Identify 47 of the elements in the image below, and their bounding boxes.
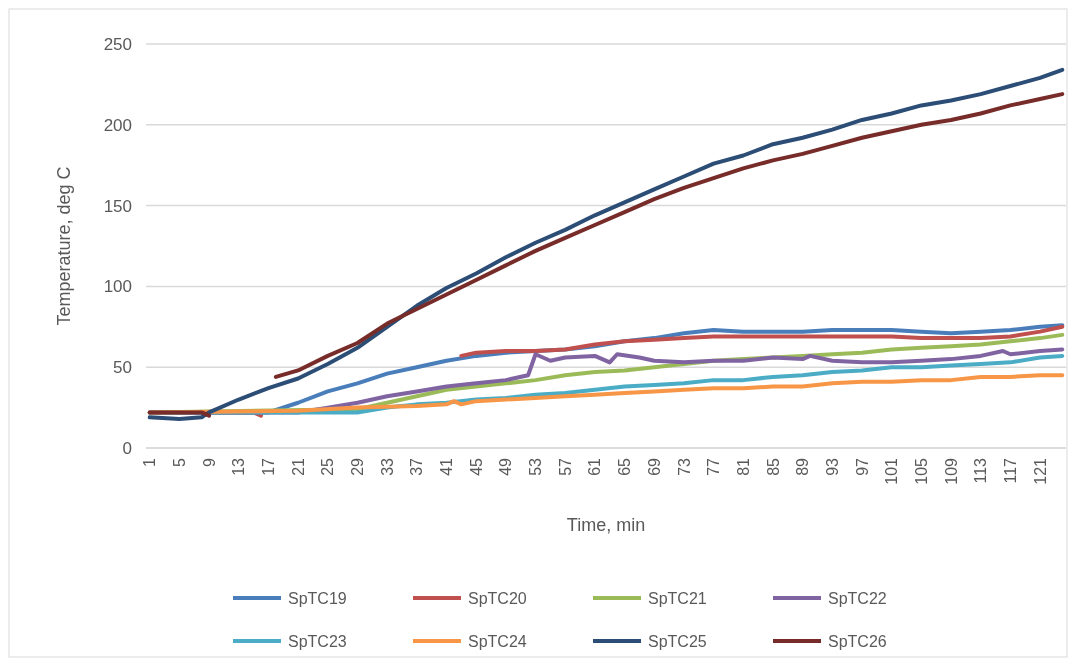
x-tick-label: 101: [883, 457, 901, 485]
y-tick-label: 100: [103, 277, 132, 297]
x-tick-label: 61: [586, 457, 604, 476]
x-tick-label: 29: [349, 457, 367, 476]
x-axis-title: Time, min: [566, 515, 646, 535]
legend-label: SpTC25: [648, 632, 707, 650]
x-tick-label: 41: [438, 457, 456, 476]
legend-label: SpTC26: [828, 632, 887, 650]
x-tick-label: 77: [705, 457, 723, 476]
y-tick-label: 150: [103, 196, 132, 216]
x-tick-label: 73: [675, 457, 693, 476]
x-tick-label: 117: [1001, 457, 1019, 484]
x-tick-label: 113: [972, 457, 990, 484]
x-tick-label: 17: [260, 457, 278, 476]
x-tick-label: 21: [289, 457, 307, 476]
x-tick-label: 65: [616, 457, 634, 476]
x-tick-label: 121: [1031, 457, 1049, 485]
y-tick-label: 50: [113, 358, 132, 378]
x-tick-label: 5: [170, 457, 188, 467]
x-tick-label: 45: [467, 457, 485, 476]
y-tick-label: 250: [103, 34, 132, 54]
x-tick-label: 85: [764, 457, 782, 476]
x-tick-label: 89: [794, 457, 812, 476]
x-tick-label: 97: [853, 457, 871, 476]
x-tick-label: 33: [378, 457, 396, 476]
y-axis-title: Temperature, deg C: [54, 166, 74, 326]
x-tick-label: 69: [645, 457, 663, 476]
x-tick-label: 105: [912, 457, 930, 485]
legend-label: SpTC22: [828, 589, 887, 607]
y-tick-label: 200: [103, 115, 132, 135]
x-tick-label: 37: [408, 457, 426, 476]
legend-label: SpTC23: [288, 632, 347, 650]
legend-label: SpTC19: [288, 589, 347, 607]
legend-label: SpTC21: [648, 589, 707, 607]
y-tick-label: 0: [122, 438, 132, 458]
legend-label: SpTC24: [468, 632, 527, 650]
x-tick-label: 9: [200, 457, 218, 467]
x-tick-label: 81: [734, 457, 752, 476]
x-tick-label: 25: [319, 457, 337, 476]
x-tick-label: 49: [497, 457, 515, 476]
x-tick-label: 93: [823, 457, 841, 476]
x-tick-label: 109: [942, 457, 960, 485]
legend-label: SpTC20: [468, 589, 527, 607]
x-tick-label: 13: [230, 457, 248, 476]
x-tick-label: 1: [141, 457, 159, 467]
x-tick-label: 57: [556, 457, 574, 476]
x-tick-label: 53: [527, 457, 545, 476]
